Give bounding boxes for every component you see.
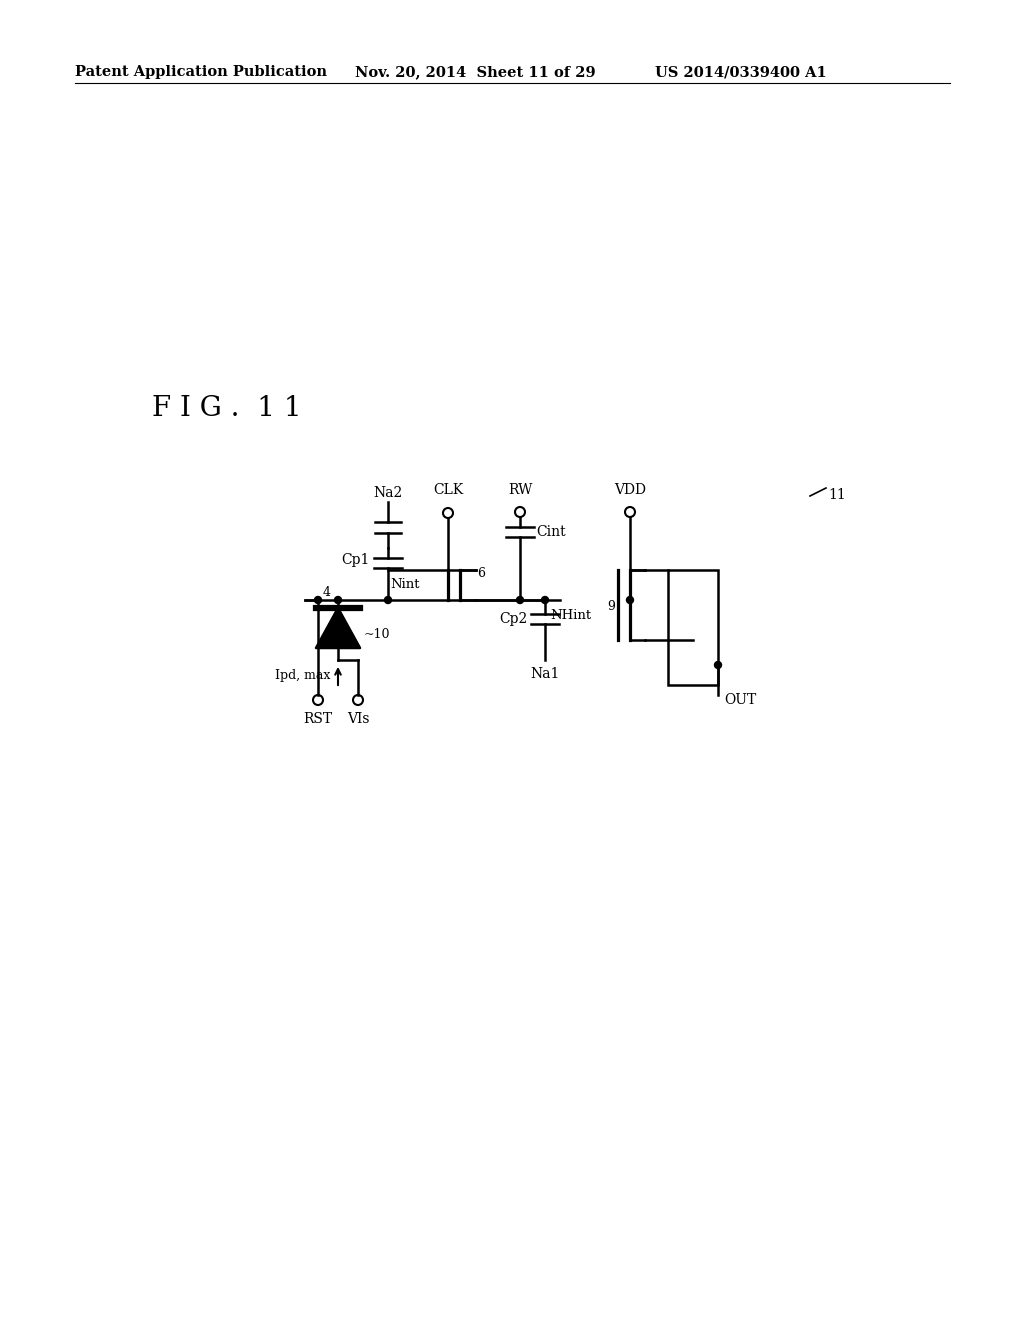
Circle shape	[627, 597, 634, 603]
Text: RW: RW	[508, 483, 532, 498]
Text: US 2014/0339400 A1: US 2014/0339400 A1	[655, 65, 826, 79]
Text: Patent Application Publication: Patent Application Publication	[75, 65, 327, 79]
Text: 9: 9	[607, 601, 615, 614]
Text: Na2: Na2	[374, 486, 402, 500]
Text: 6: 6	[477, 568, 485, 579]
Polygon shape	[316, 609, 360, 648]
Text: Cp1: Cp1	[342, 553, 370, 568]
Circle shape	[516, 597, 523, 603]
Text: 11: 11	[828, 488, 846, 502]
Text: RST: RST	[303, 711, 333, 726]
Text: Nov. 20, 2014  Sheet 11 of 29: Nov. 20, 2014 Sheet 11 of 29	[355, 65, 596, 79]
Text: CLK: CLK	[433, 483, 463, 498]
Text: F I G .  1 1: F I G . 1 1	[152, 395, 302, 422]
Text: ~10: ~10	[364, 628, 390, 642]
Text: Na1: Na1	[530, 667, 560, 681]
Text: Cp2: Cp2	[499, 612, 527, 626]
Text: Nint: Nint	[390, 578, 420, 591]
Text: Cint: Cint	[536, 525, 565, 539]
Circle shape	[542, 597, 549, 603]
Text: NHint: NHint	[550, 609, 591, 622]
Text: VIs: VIs	[347, 711, 370, 726]
Circle shape	[715, 661, 722, 668]
Circle shape	[314, 597, 322, 603]
Bar	[668, 570, 718, 685]
Text: OUT: OUT	[724, 693, 757, 708]
Circle shape	[335, 597, 341, 603]
Text: VDD: VDD	[614, 483, 646, 498]
Text: 4: 4	[323, 586, 331, 599]
Text: Ipd, max: Ipd, max	[274, 668, 330, 681]
Circle shape	[384, 597, 391, 603]
